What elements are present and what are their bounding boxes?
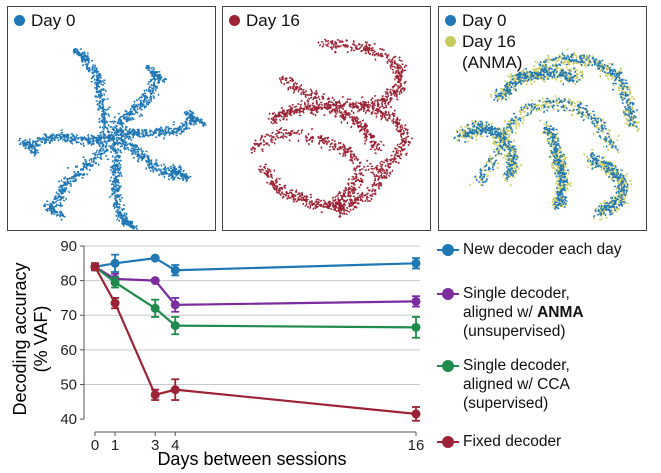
series-line [94,265,417,306]
scatter-panel-aligned: Day 0 Day 16 (ANMA) [438,6,647,231]
series-3 [90,262,421,422]
x-tick-label: 3 [151,437,159,454]
data-point [150,276,160,286]
legend-point [442,436,454,448]
panel-legend-item: Day 0 [14,10,75,31]
legend-point [442,288,454,300]
legend-point [442,244,454,256]
series-line [94,266,417,415]
chart-series [90,253,421,422]
panel-legend-item: Day 16 [229,10,300,31]
legend-marker-icon [437,240,463,260]
data-point [150,390,160,400]
y-tick-label: 90 [60,238,77,255]
data-point [411,258,421,268]
scatter-plot [452,48,640,222]
series-1 [90,262,421,313]
data-point [411,322,421,332]
data-point [170,265,180,275]
x-tick-label: 0 [91,437,99,454]
panel-legend: Day 0 [14,10,75,31]
data-point [110,298,120,308]
series-line [94,256,417,272]
data-point [170,300,180,310]
legend-marker-icon [437,432,463,452]
legend-item-new-decoder: New decoder each day [437,240,622,260]
legend-marker-icon [437,356,463,376]
y-tick-label: 70 [60,307,77,324]
scatter-panel-day0: Day 0 [7,6,216,231]
y-tick-label: 40 [60,411,77,428]
legend-label: New decoder each day [463,241,622,258]
scatter-points [250,38,414,219]
legend-label: Single decoder, aligned w/ CCA (supervis… [463,357,570,412]
legend-point [442,360,454,372]
panel-legend-label: Day 0 [462,11,507,30]
data-point [411,296,421,306]
data-point [110,277,120,287]
y-axis-label: Decoding accuracy(% VAF) [10,262,51,415]
panel-legend-item: Day 16 (ANMA) [445,31,522,73]
y-tick-label: 50 [60,376,77,393]
panel-legend: Day 0 Day 16 (ANMA) [445,10,522,73]
scatter-points [18,47,207,230]
legend-dot-icon [229,15,240,26]
data-point [170,385,180,395]
legend-label: Fixed decoder [463,433,562,450]
data-point [150,253,160,263]
panel-legend-item: Day 0 [445,10,522,31]
data-point [170,321,180,331]
panel-legend-label: Day 16 [246,11,300,30]
y-tick-label: 80 [60,273,77,290]
series-2 [90,262,421,339]
legend-item-cca: Single decoder, aligned w/ CCA (supervis… [437,356,570,413]
legend-item-fixed-decoder: Fixed decoder [437,432,561,452]
legend-label: Single decoder, aligned w/ ANMA (unsuper… [463,285,584,340]
data-point [150,303,160,313]
x-tick-label: 16 [408,437,425,454]
data-point [411,409,421,419]
legend-marker-icon [437,284,463,304]
x-axis-label: Days between sessions [157,449,346,469]
series-line [94,265,417,329]
legend-dot-icon [445,36,456,47]
panel-legend-label: Day 16 (ANMA) [462,32,523,72]
decoding-accuracy-chart: 40 50 60 70 80 90 0 1 3 4 16 Days between sessions… [10,238,424,469]
scatter-plot [250,38,414,219]
chart-grid [84,245,420,385]
x-tick-label: 4 [171,437,179,454]
panel-legend: Day 16 [229,10,300,31]
legend-item-anma: Single decoder, aligned w/ ANMA (unsuper… [437,284,584,341]
chart-axes [83,246,416,433]
legend-dot-icon [445,15,456,26]
data-point [90,262,100,272]
x-tick-label: 1 [111,437,119,454]
data-point [110,258,120,268]
scatter-points [452,48,640,222]
legend-dot-icon [14,15,25,26]
scatter-plot [18,47,207,230]
scatter-panel-day16: Day 16 [222,6,431,231]
panel-legend-label: Day 0 [31,11,76,30]
series-0 [90,253,421,277]
chart-ticks: 40 50 60 70 80 90 0 1 3 4 16 [60,238,424,454]
y-tick-label: 60 [60,342,77,359]
